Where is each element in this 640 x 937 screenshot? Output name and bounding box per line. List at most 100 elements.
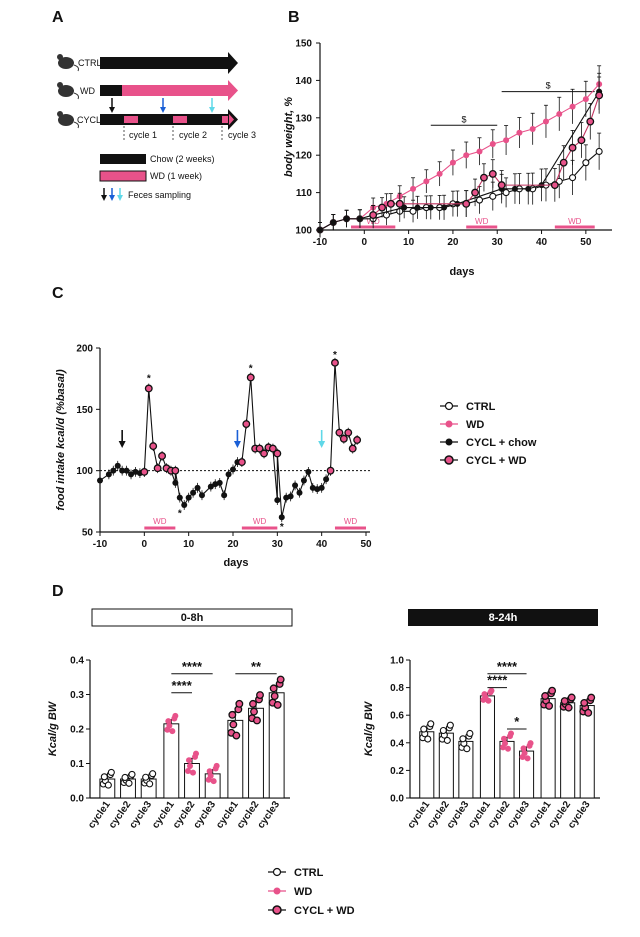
mouse-icon — [57, 111, 79, 129]
data-point — [229, 466, 237, 473]
significance-label: **** — [497, 659, 518, 674]
data-point — [449, 159, 456, 166]
individual-point — [192, 750, 200, 757]
y-tick-label: 140 — [295, 76, 312, 87]
data-point — [568, 143, 577, 152]
y-axis-title: Kcal/g BW — [47, 700, 59, 756]
data-point — [273, 449, 282, 458]
individual-point — [420, 725, 428, 733]
data-point — [462, 199, 471, 208]
title-0-8h: 0-8h — [181, 612, 204, 624]
sampling-arrow-blue — [160, 98, 166, 113]
data-point — [96, 477, 104, 484]
individual-point — [507, 730, 515, 737]
data-point — [409, 207, 417, 215]
legend-item-ctrl: CTRL — [440, 401, 496, 413]
x-tick-label: 10 — [183, 539, 195, 550]
x-tick-label: 0 — [142, 539, 148, 550]
individual-point — [165, 718, 172, 725]
y-tick-label: 100 — [76, 466, 93, 477]
data-point — [110, 467, 117, 474]
data-point — [395, 199, 404, 208]
data-point — [550, 181, 559, 190]
legend-item-wd: WD — [440, 419, 484, 431]
svg-text:WD: WD — [466, 419, 484, 431]
data-point — [260, 449, 268, 458]
individual-point — [146, 780, 154, 788]
significance-star: * — [147, 373, 151, 384]
y-tick-label: 110 — [296, 188, 313, 199]
significance-label: **** — [487, 673, 508, 688]
data-point — [149, 442, 158, 451]
individual-point — [500, 735, 508, 742]
x-tick-label: cycle3 — [128, 799, 155, 831]
data-point — [343, 215, 350, 222]
data-point — [194, 484, 201, 491]
svg-text:CYCL + WD: CYCL + WD — [466, 455, 527, 467]
sampling-arrow-cyan — [318, 430, 326, 448]
x-tick-label: 50 — [580, 237, 592, 248]
data-point — [516, 129, 523, 136]
wd-period-label: WD — [475, 217, 489, 226]
svg-text:CTRL: CTRL — [466, 401, 496, 413]
data-point — [353, 436, 362, 444]
individual-point — [189, 769, 197, 776]
data-point — [225, 471, 232, 478]
individual-point — [232, 731, 241, 740]
individual-point — [125, 779, 133, 787]
data-point — [441, 204, 448, 211]
data-point — [410, 185, 417, 192]
individual-point — [185, 757, 193, 764]
individual-point — [210, 778, 217, 785]
data-point — [582, 96, 589, 103]
y-axis-title: body weight, % — [283, 97, 295, 177]
data-point — [502, 189, 510, 197]
individual-point — [121, 773, 129, 782]
y-tick-label: 150 — [295, 39, 312, 50]
row-label-cycl: CYCL — [77, 115, 101, 125]
significance-star: * — [280, 522, 284, 533]
legend-swatch-wd — [99, 170, 147, 182]
x-tick-label: 50 — [360, 539, 372, 550]
data-point — [181, 502, 188, 509]
individual-point — [584, 708, 593, 717]
legend-label-feces: Feces sampling — [128, 190, 191, 200]
bar — [163, 723, 180, 799]
individual-point — [548, 686, 557, 695]
individual-point — [459, 735, 467, 743]
y-tick-label: 130 — [295, 113, 312, 124]
individual-point — [228, 710, 237, 719]
individual-point — [427, 720, 435, 728]
data-point — [323, 476, 330, 483]
y-axis-title: Kcal/g BW — [363, 700, 375, 756]
x-tick-label: 40 — [536, 237, 548, 248]
x-tick-label: cycle3 — [192, 799, 219, 831]
data-point — [476, 148, 483, 155]
data-point — [525, 185, 532, 192]
sampling-arrow-cyan — [209, 98, 215, 113]
data-point — [559, 158, 568, 167]
data-point — [292, 482, 299, 489]
bar — [479, 695, 495, 799]
legend-item-cycl-wd: CYCL + WD — [268, 905, 355, 917]
data-point — [123, 467, 130, 474]
y-tick-label: 1.0 — [390, 656, 404, 667]
cycle-label-2: cycle 2 — [179, 130, 207, 140]
data-point — [436, 170, 443, 177]
data-point — [427, 204, 434, 211]
data-point — [153, 464, 162, 473]
sampling-arrow-blue — [233, 430, 241, 448]
bar-chart-0-8h: Kcal/g BW 0.00.10.20.30.4cycle1cycle2cyc… — [47, 656, 290, 831]
data-point — [475, 196, 484, 204]
data-point — [114, 462, 121, 469]
series-cycl-wd — [140, 357, 362, 477]
data-point — [140, 467, 149, 476]
x-axis-title: days — [223, 557, 248, 569]
x-tick-label: -10 — [313, 237, 328, 248]
y-tick-label: 200 — [76, 344, 93, 355]
significance-label: **** — [172, 678, 193, 693]
individual-point — [541, 692, 550, 700]
y-tick-label: 50 — [82, 528, 94, 539]
cycle-label-3: cycle 3 — [228, 130, 256, 140]
data-point — [268, 444, 277, 453]
